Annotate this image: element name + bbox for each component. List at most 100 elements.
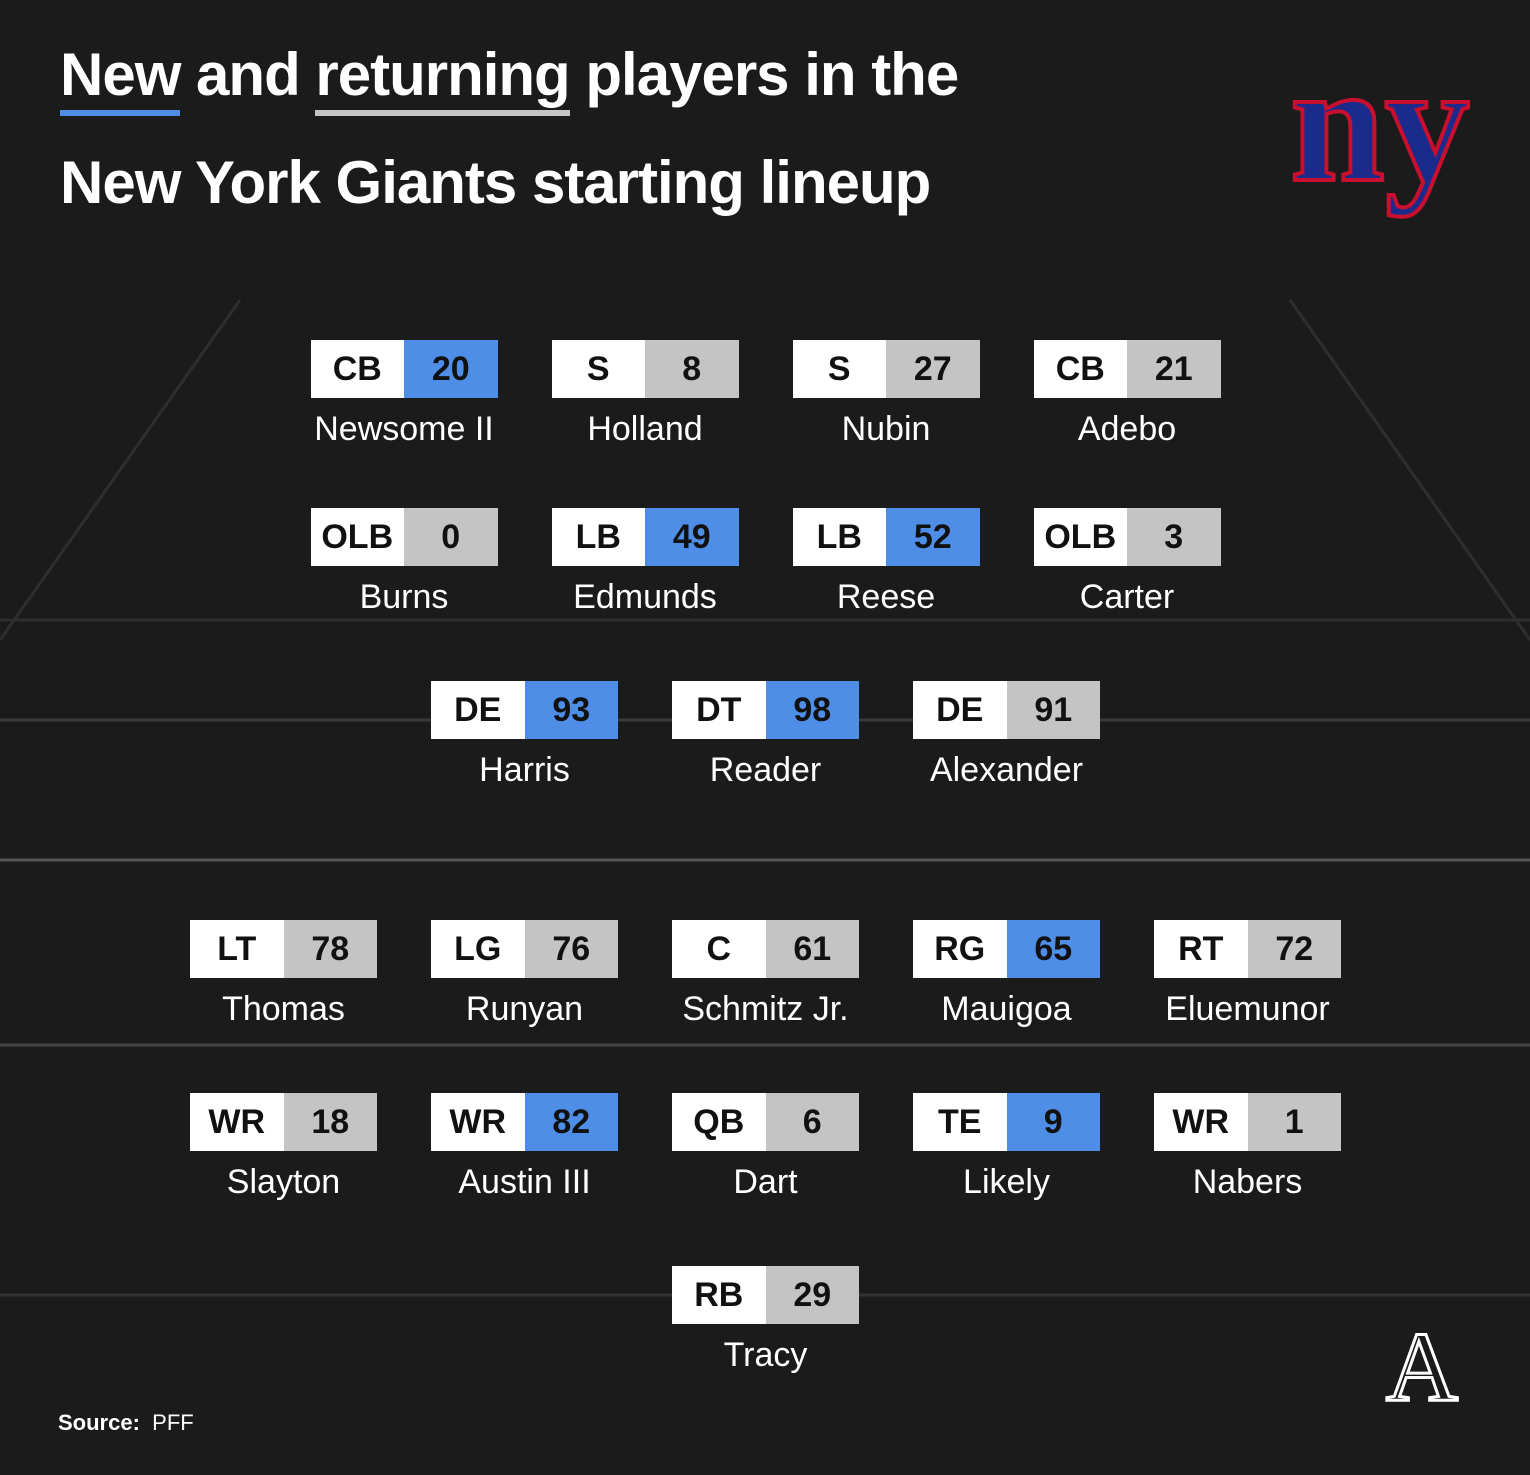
player-card: LB 52 Reese — [792, 508, 980, 617]
player-badge: WR 1 — [1154, 1093, 1341, 1151]
title-line-2: New York Giants starting lineup — [60, 149, 931, 216]
jersey-number: 0 — [404, 508, 498, 566]
jersey-number: 3 — [1127, 508, 1221, 566]
player-badge: LB 49 — [551, 508, 739, 566]
player-card: RB 29 Tracy — [672, 1266, 859, 1375]
jersey-number: 9 — [1006, 1093, 1100, 1151]
player-badge: S 27 — [792, 340, 980, 398]
player-badge: C 61 — [672, 920, 859, 978]
player-name: Carter — [1079, 578, 1175, 616]
player-badge: WR 82 — [431, 1093, 618, 1151]
position: C — [672, 920, 766, 978]
position: DE — [431, 681, 525, 739]
player-card: C 61 Schmitz Jr. — [672, 920, 859, 1029]
publisher-logo: A — [1386, 1311, 1458, 1422]
player-name: Mauigoa — [941, 990, 1072, 1028]
source: Source: PFF — [58, 1410, 194, 1436]
player-card: OLB 0 Burns — [310, 508, 498, 617]
player-card: CB 20 Newsome II — [310, 340, 498, 449]
player-name: Holland — [587, 410, 703, 448]
player-card: DT 98 Reader — [672, 681, 859, 790]
jersey-number: 91 — [1006, 681, 1100, 739]
player-card: RG 65 Mauigoa — [913, 920, 1100, 1029]
title-and: and — [196, 41, 301, 108]
position: S — [792, 340, 886, 398]
position: RG — [913, 920, 1007, 978]
player-name: Eluemunor — [1165, 990, 1330, 1028]
position: LG — [431, 920, 525, 978]
source-label: Source: — [58, 1410, 140, 1435]
jersey-number: 6 — [765, 1093, 859, 1151]
player-card: CB 21 Adebo — [1033, 340, 1221, 449]
position: OLB — [1033, 508, 1127, 566]
jersey-number: 27 — [886, 340, 980, 398]
player-card: WR 18 Slayton — [190, 1093, 377, 1202]
player-name: Reader — [709, 751, 822, 789]
player-card: RT 72 Eluemunor — [1154, 920, 1341, 1029]
position: DE — [913, 681, 1007, 739]
player-badge: CB 20 — [310, 340, 498, 398]
player-badge: DT 98 — [672, 681, 859, 739]
player-card: LB 49 Edmunds — [551, 508, 739, 617]
player-name: Reese — [836, 578, 936, 616]
jersey-number: 21 — [1127, 340, 1221, 398]
player-card: DE 93 Harris — [431, 681, 618, 790]
player-name: Dart — [733, 1163, 798, 1201]
position: RB — [672, 1266, 766, 1324]
player-card: LG 76 Runyan — [431, 920, 618, 1029]
player-badge: OLB 0 — [310, 508, 498, 566]
player-badge: RT 72 — [1154, 920, 1341, 978]
player-badge: QB 6 — [672, 1093, 859, 1151]
player-name: Edmunds — [573, 578, 717, 616]
player-card: TE 9 Likely — [913, 1093, 1100, 1202]
position: OLB — [310, 508, 404, 566]
player-name: Thomas — [222, 990, 345, 1028]
position: RT — [1154, 920, 1248, 978]
player-name: Harris — [479, 751, 570, 789]
player-name: Slayton — [226, 1163, 341, 1201]
jersey-number: 93 — [524, 681, 618, 739]
player-card: S 8 Holland — [551, 340, 739, 449]
position: WR — [431, 1093, 525, 1151]
title-new: New — [60, 44, 181, 116]
jersey-number: 76 — [524, 920, 618, 978]
player-name: Nubin — [841, 410, 931, 448]
jersey-number: 18 — [283, 1093, 377, 1151]
position: S — [551, 340, 645, 398]
player-badge: RB 29 — [672, 1266, 859, 1324]
player-name: Alexander — [929, 751, 1084, 789]
player-name: Tracy — [723, 1336, 808, 1374]
position: LB — [551, 508, 645, 566]
position: DT — [672, 681, 766, 739]
position: LB — [792, 508, 886, 566]
player-name: Newsome II — [314, 410, 494, 448]
jersey-number: 49 — [645, 508, 739, 566]
player-card: OLB 3 Carter — [1033, 508, 1221, 617]
jersey-number: 65 — [1006, 920, 1100, 978]
player-name: Likely — [963, 1163, 1050, 1201]
player-name: Austin III — [458, 1163, 591, 1201]
player-badge: CB 21 — [1033, 340, 1221, 398]
jersey-number: 82 — [524, 1093, 618, 1151]
player-badge: RG 65 — [913, 920, 1100, 978]
source-text: PFF — [152, 1410, 194, 1435]
jersey-number: 72 — [1247, 920, 1341, 978]
player-name: Burns — [359, 578, 449, 616]
player-name: Runyan — [465, 990, 584, 1028]
player-name: Schmitz Jr. — [682, 990, 849, 1028]
title-returning: returning — [315, 44, 571, 116]
jersey-number: 61 — [765, 920, 859, 978]
jersey-number: 78 — [283, 920, 377, 978]
jersey-number: 52 — [886, 508, 980, 566]
position: WR — [190, 1093, 284, 1151]
player-badge: LG 76 — [431, 920, 618, 978]
player-badge: TE 9 — [913, 1093, 1100, 1151]
position: TE — [913, 1093, 1007, 1151]
jersey-number: 8 — [645, 340, 739, 398]
player-name: Nabers — [1192, 1163, 1303, 1201]
player-card: QB 6 Dart — [672, 1093, 859, 1202]
team-logo: ny — [1290, 29, 1470, 217]
player-badge: LT 78 — [190, 920, 377, 978]
